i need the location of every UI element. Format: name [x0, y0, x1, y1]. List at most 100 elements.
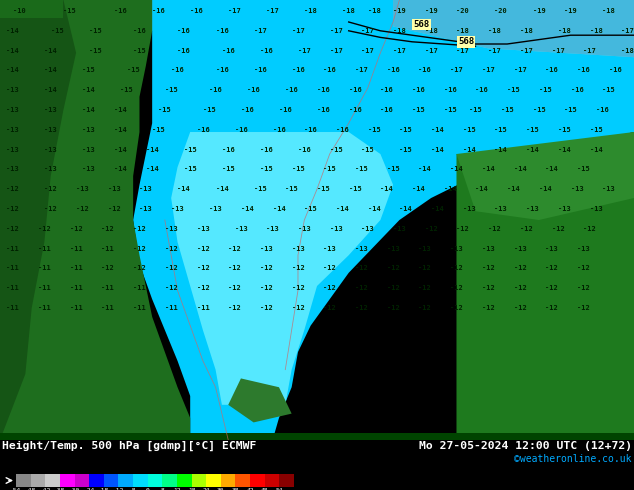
Text: -12: -12 — [76, 206, 89, 212]
Text: -15: -15 — [184, 147, 197, 152]
Text: -12: -12 — [450, 285, 463, 291]
Text: 48: 48 — [261, 488, 268, 490]
Text: -11: -11 — [38, 245, 51, 251]
Text: -12: -12 — [488, 226, 501, 232]
Text: -14: -14 — [431, 206, 444, 212]
Text: 42: 42 — [247, 488, 254, 490]
Text: -12: -12 — [418, 305, 431, 311]
Text: -16: -16 — [476, 87, 488, 93]
Text: -12: -12 — [260, 305, 273, 311]
Text: -17: -17 — [330, 28, 342, 34]
Text: -15: -15 — [260, 167, 273, 172]
Text: -11: -11 — [133, 305, 146, 311]
Text: -13: -13 — [6, 167, 19, 172]
Text: -16: -16 — [235, 127, 247, 133]
Text: -15: -15 — [127, 68, 139, 74]
Text: -17: -17 — [254, 28, 266, 34]
Text: -18: -18 — [456, 28, 469, 34]
Polygon shape — [152, 0, 634, 79]
Text: -16: -16 — [178, 48, 190, 53]
Text: -15: -15 — [564, 107, 577, 113]
Text: -18: -18 — [304, 8, 317, 14]
Text: -12: -12 — [418, 285, 431, 291]
Text: Height/Temp. 500 hPa [gdmp][°C] ECMWF: Height/Temp. 500 hPa [gdmp][°C] ECMWF — [2, 441, 256, 451]
Text: -15: -15 — [469, 107, 482, 113]
Text: -13: -13 — [361, 226, 374, 232]
Text: -13: -13 — [6, 87, 19, 93]
Text: -16: -16 — [254, 68, 266, 74]
Text: -12: -12 — [113, 488, 124, 490]
Text: -15: -15 — [317, 186, 330, 192]
Polygon shape — [0, 0, 76, 440]
Text: 18: 18 — [188, 488, 195, 490]
Text: -11: -11 — [38, 285, 51, 291]
Text: -16: -16 — [285, 87, 298, 93]
Text: -13: -13 — [495, 206, 507, 212]
Text: -12: -12 — [133, 266, 146, 271]
Text: -14: -14 — [431, 127, 444, 133]
Text: -12: -12 — [6, 226, 19, 232]
Text: -19: -19 — [393, 8, 406, 14]
Text: -15: -15 — [399, 127, 412, 133]
Text: -15: -15 — [444, 107, 456, 113]
Text: -11: -11 — [6, 305, 19, 311]
Text: -12: -12 — [355, 266, 368, 271]
Text: -12: -12 — [482, 285, 495, 291]
Text: -12: -12 — [260, 266, 273, 271]
Text: -15: -15 — [285, 186, 298, 192]
Text: -12: -12 — [552, 226, 564, 232]
Bar — [191, 474, 206, 487]
Text: -17: -17 — [292, 28, 304, 34]
Text: -54: -54 — [10, 488, 22, 490]
Text: -15: -15 — [501, 107, 514, 113]
Text: -11: -11 — [6, 285, 19, 291]
Text: -12: -12 — [514, 285, 526, 291]
Text: 12: 12 — [173, 488, 181, 490]
Text: -13: -13 — [76, 186, 89, 192]
Text: -16: -16 — [349, 87, 361, 93]
Text: -13: -13 — [558, 206, 571, 212]
Text: -11: -11 — [133, 285, 146, 291]
Text: -14: -14 — [6, 28, 19, 34]
Text: -15: -15 — [526, 127, 539, 133]
Text: Mo 27-05-2024 12:00 UTC (12+72): Mo 27-05-2024 12:00 UTC (12+72) — [419, 441, 632, 451]
Text: -15: -15 — [63, 8, 76, 14]
Bar — [30, 474, 45, 487]
Text: -13: -13 — [514, 245, 526, 251]
Text: -12: -12 — [545, 285, 558, 291]
Text: -17: -17 — [621, 28, 634, 34]
Text: -16: -16 — [247, 87, 260, 93]
Text: -12: -12 — [133, 245, 146, 251]
Text: -12: -12 — [387, 305, 399, 311]
Text: -13: -13 — [545, 245, 558, 251]
Text: -17: -17 — [456, 48, 469, 53]
Text: -13: -13 — [590, 206, 602, 212]
Text: -11: -11 — [70, 285, 82, 291]
Text: -16: -16 — [336, 127, 349, 133]
Text: -18: -18 — [520, 28, 533, 34]
Bar — [280, 474, 294, 487]
Text: 24: 24 — [202, 488, 210, 490]
Text: -15: -15 — [165, 87, 178, 93]
Text: -12: -12 — [6, 186, 19, 192]
Text: -12: -12 — [292, 285, 304, 291]
Text: -42: -42 — [40, 488, 51, 490]
Text: -15: -15 — [184, 167, 197, 172]
Bar — [89, 474, 104, 487]
Text: -18: -18 — [393, 28, 406, 34]
Text: -16: -16 — [380, 107, 393, 113]
Text: -12: -12 — [577, 305, 590, 311]
Text: -16: -16 — [133, 28, 146, 34]
Text: -13: -13 — [463, 206, 476, 212]
Text: -11: -11 — [165, 305, 178, 311]
Text: -12: -12 — [520, 226, 533, 232]
Text: -12: -12 — [355, 285, 368, 291]
Text: -16: -16 — [444, 87, 456, 93]
Text: -14: -14 — [336, 206, 349, 212]
Text: -14: -14 — [463, 147, 476, 152]
Bar — [235, 474, 250, 487]
Text: 0: 0 — [146, 488, 150, 490]
Text: -12: -12 — [228, 245, 241, 251]
Text: -12: -12 — [38, 226, 51, 232]
Text: -13: -13 — [44, 167, 57, 172]
